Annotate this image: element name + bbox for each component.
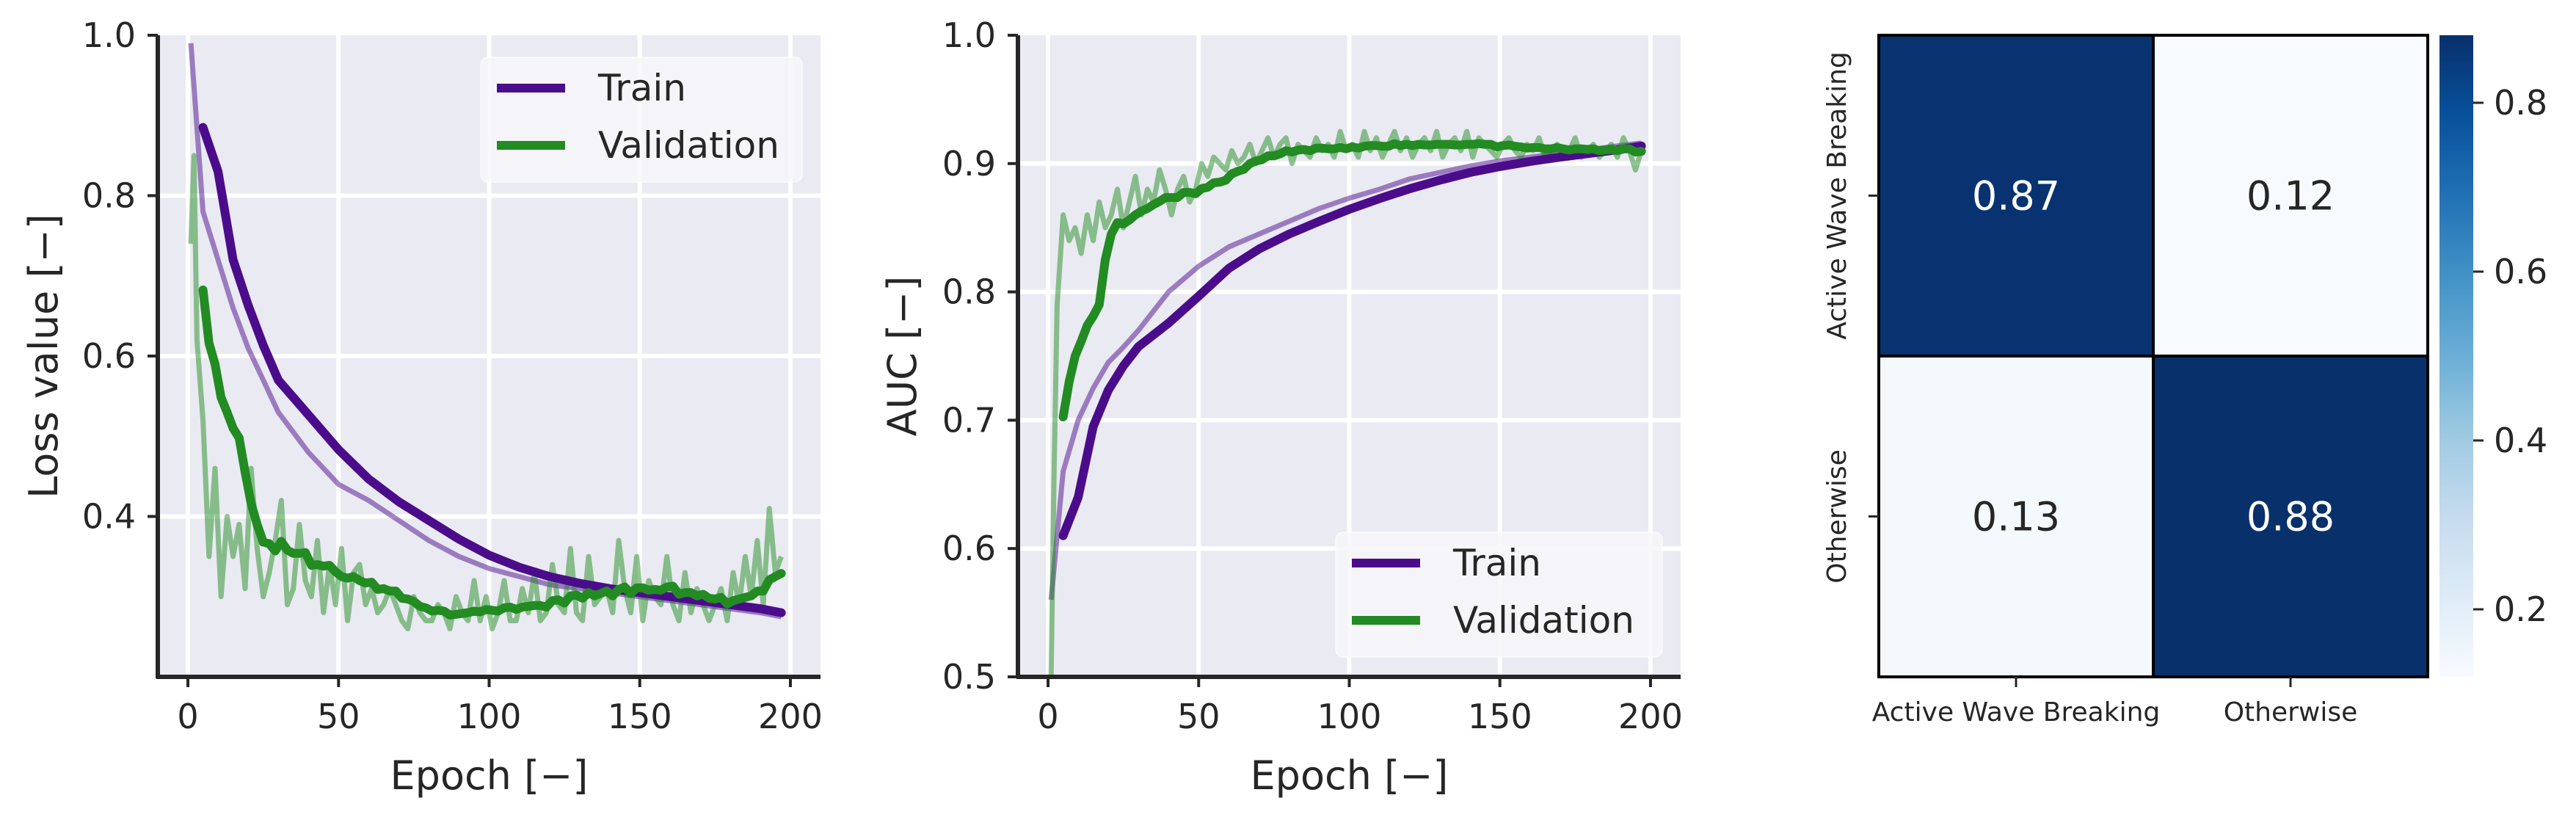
loss-x-tick-label: 50 xyxy=(317,697,360,736)
colorbar: 0.2 0.4 0.6 0.8 xyxy=(2439,35,2547,677)
loss-series xyxy=(188,43,786,631)
colorbar-tick-label: 0.6 xyxy=(2494,252,2547,291)
auc-y-tick-label: 0.7 xyxy=(942,400,996,440)
loss-x-tick-label: 150 xyxy=(608,697,672,736)
colorbar-tick-label: 0.2 xyxy=(2494,589,2547,629)
loss-y-tick-label: 1.0 xyxy=(82,15,136,55)
colorbar-gradient xyxy=(2439,35,2473,677)
auc-axes xyxy=(1008,34,1681,687)
colorbar-tick-label: 0.8 xyxy=(2494,83,2547,123)
confusion-matrix-col-label: Otherwise xyxy=(2224,697,2358,728)
auc-x-tick-label: 0 xyxy=(1037,697,1058,736)
auc-y-tick-label: 0.6 xyxy=(942,529,996,568)
loss-legend-train-label: Train xyxy=(597,67,686,109)
loss-y-axis-label: Loss value [−] xyxy=(21,214,67,498)
loss-axes xyxy=(148,34,821,687)
auc-y-axis-label: AUC [−] xyxy=(879,276,925,437)
loss-legend-validation-label: Validation xyxy=(598,124,779,167)
confusion-matrix-cell xyxy=(2152,34,2429,358)
confusion-matrix-row-label: Active Wave Breaking xyxy=(1822,51,1852,339)
auc-train-smoothed-line xyxy=(1058,141,1646,540)
confusion-matrix-cell-value: 0.88 xyxy=(2246,494,2335,540)
confusion-matrix: 0.87 0.12 0.13 0.88 Active Wave Breaking Oth… xyxy=(1822,34,2547,728)
confusion-matrix-cells: 0.87 0.12 0.13 0.88 xyxy=(1877,34,2429,678)
confusion-matrix-cell-value: 0.87 xyxy=(1972,173,2060,219)
loss-x-tick-label: 100 xyxy=(457,697,522,736)
auc-legend-validation-label: Validation xyxy=(1453,599,1634,642)
auc-y-tick-label: 0.9 xyxy=(942,144,996,184)
auc-series xyxy=(1048,128,1646,678)
loss-chart: 0 50 100 150 200 0.4 0.6 0.8 1.0 Epoch [−] Loss … xyxy=(21,15,823,799)
auc-x-tick-label: 100 xyxy=(1317,697,1382,736)
loss-validation-smoothed-line xyxy=(198,285,786,620)
loss-legend: Train Validation xyxy=(480,57,803,183)
loss-x-axis-label: Epoch [−] xyxy=(390,752,589,799)
confusion-matrix-col-label: Active Wave Breaking xyxy=(1872,697,2160,728)
auc-tick-labels: 0 50 100 150 200 0.5 0.6 0.7 0.8 0.9 1.0 xyxy=(942,15,1683,736)
loss-y-tick-label: 0.8 xyxy=(82,176,136,216)
auc-legend: Train Validation xyxy=(1335,531,1663,658)
confusion-matrix-labels: Active Wave Breaking Otherwise Active Wave… xyxy=(1822,51,2357,728)
confusion-matrix-row-label: Otherwise xyxy=(1822,449,1852,584)
confusion-matrix-cell-value: 0.12 xyxy=(2246,173,2335,219)
auc-chart: 0 50 100 150 200 0.5 0.6 0.7 0.8 0.9 1.0 Epoch [−]… xyxy=(879,15,1683,799)
auc-x-axis-label: Epoch [−] xyxy=(1251,752,1449,799)
loss-x-tick-label: 0 xyxy=(177,697,198,736)
auc-x-tick-label: 150 xyxy=(1468,697,1532,736)
loss-y-tick-label: 0.6 xyxy=(82,336,136,376)
auc-y-tick-label: 0.8 xyxy=(942,272,996,312)
loss-y-tick-label: 0.4 xyxy=(82,497,136,537)
auc-x-tick-label: 50 xyxy=(1177,697,1220,736)
auc-legend-train-label: Train xyxy=(1452,542,1541,584)
loss-x-tick-label: 200 xyxy=(758,697,823,736)
loss-tick-labels: 0 50 100 150 200 0.4 0.6 0.8 1.0 xyxy=(82,15,823,736)
confusion-matrix-cell-value: 0.13 xyxy=(1972,494,2060,540)
auc-y-tick-label: 1.0 xyxy=(942,15,996,55)
colorbar-tick-label: 0.4 xyxy=(2494,421,2547,460)
auc-x-tick-label: 200 xyxy=(1618,697,1683,736)
auc-validation-smoothed-line xyxy=(1058,139,1646,421)
auc-y-tick-label: 0.5 xyxy=(942,657,996,697)
